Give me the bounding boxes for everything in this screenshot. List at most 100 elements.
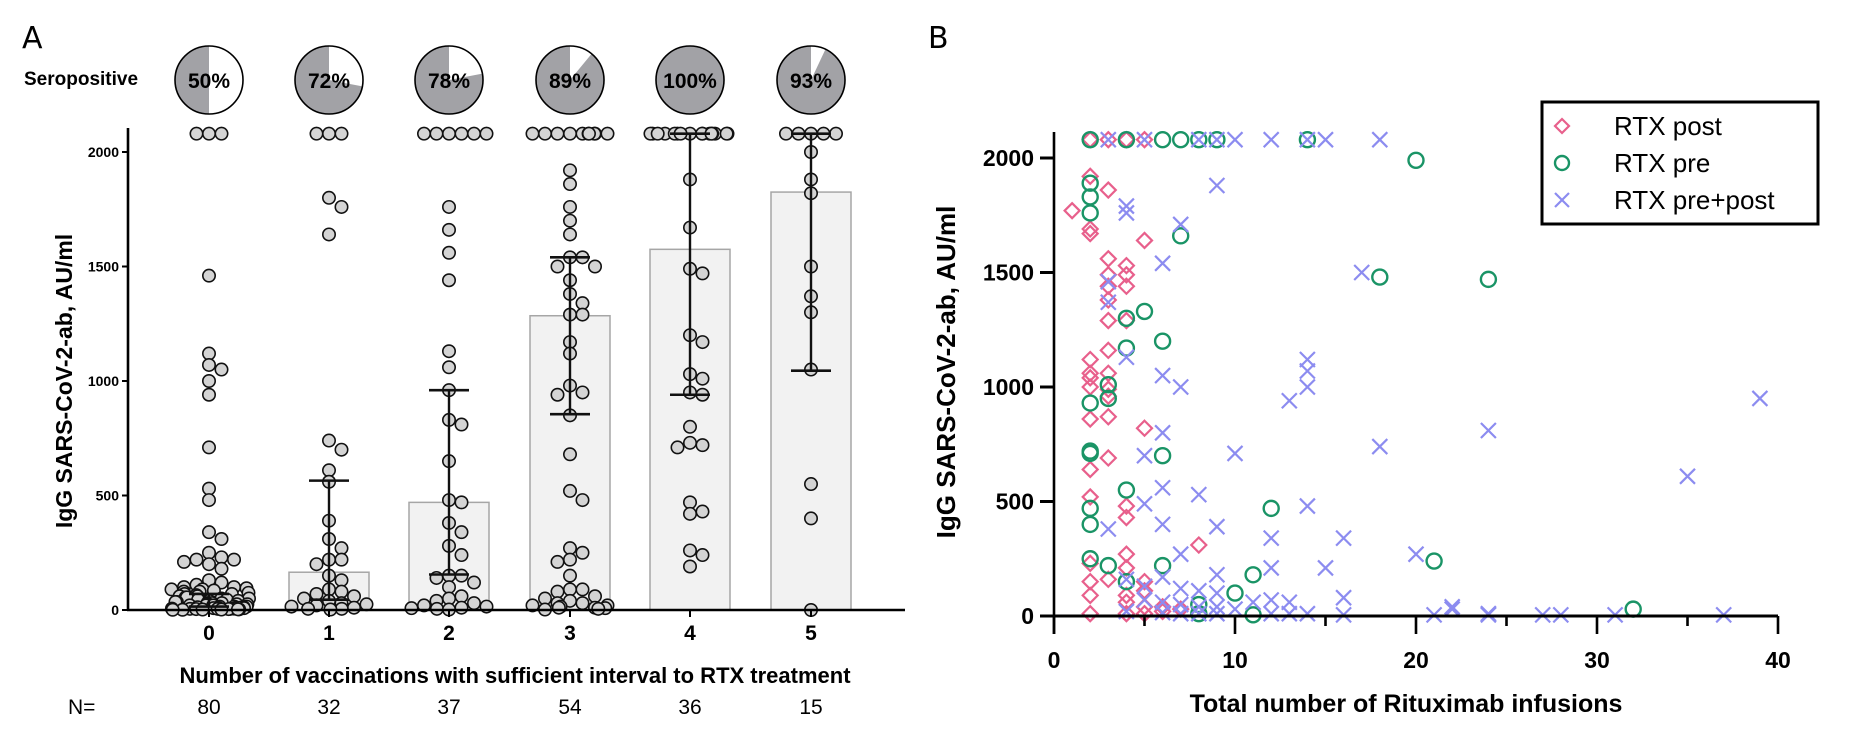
x-marker: [1119, 350, 1134, 365]
data-point: [203, 375, 215, 387]
seropositive-pie: 89%: [536, 46, 604, 114]
error-bars: [189, 134, 831, 607]
diamond-marker: [1119, 258, 1134, 273]
data-point: [348, 590, 360, 602]
data-point: [671, 441, 683, 453]
diamond-marker: [1101, 313, 1116, 328]
legend-label: RTX pre+post: [1614, 185, 1775, 215]
data-point: [576, 308, 588, 320]
circle-marker: [1427, 554, 1442, 569]
data-point: [203, 482, 215, 494]
x-tick-label-a: 1: [323, 622, 335, 645]
x-marker: [1173, 547, 1188, 562]
n-value: 54: [558, 696, 582, 719]
x-marker: [1119, 205, 1134, 220]
data-point: [215, 563, 227, 575]
x-marker: [1137, 579, 1152, 594]
circle-marker: [1083, 132, 1098, 147]
x-marker: [1680, 469, 1695, 484]
circle-marker: [1083, 205, 1098, 220]
data-point: [576, 547, 588, 559]
x-marker: [1282, 606, 1297, 621]
x-tick-label-a: 5: [805, 622, 817, 645]
circle-marker: [1246, 567, 1261, 582]
data-point: [443, 127, 455, 139]
x-marker: [1409, 547, 1424, 562]
seropositive-pie: 100%: [656, 46, 724, 114]
data-point: [455, 127, 467, 139]
circle-marker: [1409, 153, 1424, 168]
pie-percent-label: 100%: [663, 70, 717, 93]
x-marker: [1155, 256, 1170, 271]
figure: A B Seropositive 50% 72% 78% 89% 100% 93% 050…: [0, 0, 1860, 756]
data-point: [335, 574, 347, 586]
n-value: 32: [317, 696, 340, 719]
x-axis-title-b: Total number of Rituximab infusions: [1190, 690, 1623, 718]
x-marker: [1191, 606, 1206, 621]
x-marker: [1101, 521, 1116, 536]
data-point: [203, 127, 215, 139]
data-point: [203, 359, 215, 371]
pie-percent-label: 93%: [790, 70, 832, 93]
data-point: [335, 127, 347, 139]
data-point: [564, 127, 576, 139]
x-marker: [1101, 132, 1116, 147]
x-marker: [1228, 602, 1243, 617]
legend-label: RTX post: [1614, 111, 1723, 141]
panel-a-chart: Seropositive 50% 72% 78% 89% 100% 93% 0500100…: [24, 46, 905, 719]
circle-marker: [1372, 270, 1387, 285]
data-point: [455, 526, 467, 538]
seropositive-pie: 78%: [415, 46, 483, 114]
x-marker: [1300, 363, 1315, 378]
data-point: [526, 127, 538, 139]
x-marker: [1209, 586, 1224, 601]
x-marker: [1372, 132, 1387, 147]
data-point: [696, 439, 708, 451]
x-marker: [1137, 132, 1152, 147]
data-point: [684, 496, 696, 508]
y-tick-label-b: 1000: [983, 374, 1034, 400]
data-point: [576, 597, 588, 609]
x-marker: [1173, 581, 1188, 596]
diamond-marker: [1137, 233, 1152, 248]
diamond-marker: [1083, 412, 1098, 427]
data-point: [805, 512, 817, 524]
data-point: [576, 297, 588, 309]
data-point: [203, 389, 215, 401]
x-marker: [1209, 606, 1224, 621]
data-point: [215, 363, 227, 375]
data-point: [443, 274, 455, 286]
y-tick-label-a: 0: [111, 602, 119, 618]
data-point: [551, 585, 563, 597]
n-row-label: N=: [68, 696, 95, 719]
data-point: [228, 553, 240, 565]
diamond-marker: [1065, 203, 1080, 218]
data-point: [696, 336, 708, 348]
data-point: [696, 549, 708, 561]
diamond-marker: [1101, 251, 1116, 266]
x-tick-label-a: 4: [684, 622, 696, 645]
data-point: [443, 247, 455, 259]
x-marker: [1137, 496, 1152, 511]
x-marker: [1264, 606, 1279, 621]
data-points: [165, 127, 842, 616]
data-point: [203, 441, 215, 453]
circle-marker: [1119, 132, 1134, 147]
data-point: [583, 127, 595, 139]
data-point: [696, 267, 708, 279]
x-marker: [1372, 439, 1387, 454]
diamond-marker: [1137, 421, 1152, 436]
data-point: [310, 127, 322, 139]
data-point: [553, 602, 565, 614]
seropositive-pie: 50%: [175, 46, 243, 114]
data-point: [564, 569, 576, 581]
data-point: [443, 201, 455, 213]
data-point: [335, 542, 347, 554]
x-marker: [1445, 602, 1460, 617]
data-point: [805, 478, 817, 490]
data-point: [443, 345, 455, 357]
data-point: [178, 556, 190, 568]
x-tick-label-b: 40: [1765, 647, 1791, 673]
data-point: [323, 464, 335, 476]
data-point: [696, 373, 708, 385]
